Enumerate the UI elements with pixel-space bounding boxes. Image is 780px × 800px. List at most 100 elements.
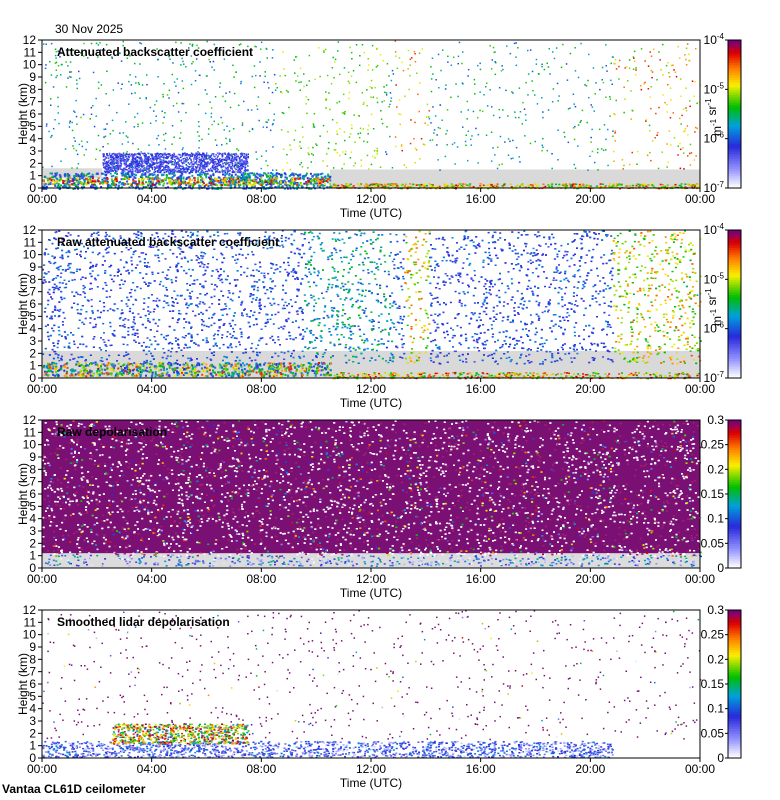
colorbar-step: [728, 284, 741, 288]
colorbar-step: [728, 716, 741, 720]
y-tick-label: 4: [29, 702, 36, 716]
colorbar-step: [728, 474, 741, 478]
colorbar-step: [728, 318, 741, 322]
colorbar-step: [728, 743, 741, 747]
colorbar-step: [728, 180, 741, 184]
colorbar-step: [728, 706, 741, 710]
y-tick-label: 1: [29, 739, 36, 753]
colorbar-step: [728, 540, 741, 544]
colorbar-step: [728, 420, 741, 424]
x-tick-label: 12:00: [356, 192, 386, 206]
colorbar-step: [728, 350, 741, 354]
colorbar-step: [728, 331, 741, 335]
colorbar-step: [728, 748, 741, 752]
colorbar-step: [728, 104, 741, 108]
x-axis-label: Time (UTC): [340, 206, 402, 220]
colorbar-step: [728, 555, 741, 559]
y-tick-label: 3: [29, 334, 36, 348]
colorbar-step: [728, 52, 741, 56]
colorbar-step: [728, 447, 741, 451]
colorbar-step: [728, 133, 741, 137]
x-tick-label: 16:00: [466, 572, 496, 586]
colorbar-step: [728, 427, 741, 431]
colorbar-step: [728, 326, 741, 330]
colorbar-step: [728, 360, 741, 364]
colorbar-step: [728, 96, 741, 100]
y-tick-label: 12: [23, 33, 37, 47]
colorbar-tick-label: 10-7: [704, 370, 725, 385]
colorbar-step: [728, 274, 741, 278]
colorbar-frame: [727, 39, 742, 189]
colorbar-step: [728, 146, 741, 150]
colorbar-step: [728, 173, 741, 177]
colorbar-step: [728, 42, 741, 46]
y-tick-label: 4: [29, 132, 36, 146]
plot-area: [42, 610, 700, 758]
colorbar-step: [728, 439, 741, 443]
colorbar-step: [728, 170, 741, 174]
colorbar-tick-label: 0.05: [701, 536, 725, 550]
colorbar-step: [728, 252, 741, 256]
colorbar-step: [728, 508, 741, 512]
colorbar-tick-label: 0.3: [707, 413, 724, 427]
y-tick-label: 0: [29, 751, 36, 765]
colorbar-step: [728, 494, 741, 498]
colorbar-step: [728, 185, 741, 189]
colorbar-step: [728, 679, 741, 683]
colorbar-step: [728, 437, 741, 441]
panel-title: Raw attenuated backscatter coefficient: [57, 235, 279, 249]
colorbar-step: [728, 466, 741, 470]
x-tick-label: 20:00: [575, 572, 605, 586]
colorbar-step: [728, 249, 741, 253]
colorbar-step: [728, 521, 741, 525]
y-tick-label: 6: [29, 297, 36, 311]
colorbar-step: [728, 693, 741, 697]
y-tick-label: 10: [23, 248, 37, 262]
colorbar-step: [728, 484, 741, 488]
x-tick-label: 08:00: [246, 762, 276, 776]
colorbar-tick-label: 10-6: [704, 131, 725, 146]
colorbar-step: [728, 153, 741, 157]
y-tick-label: 5: [29, 119, 36, 133]
colorbar-step: [728, 454, 741, 458]
colorbar-step: [728, 688, 741, 692]
colorbar-step: [728, 72, 741, 76]
y-tick-label: 9: [29, 450, 36, 464]
heatmap-cells: [42, 40, 702, 190]
colorbar-step: [728, 506, 741, 510]
colorbar-step: [728, 429, 741, 433]
colorbar-step: [728, 558, 741, 562]
colorbar-step: [728, 476, 741, 480]
y-tick-label: 1: [29, 549, 36, 563]
colorbar-step: [728, 518, 741, 522]
colorbar-step: [728, 528, 741, 532]
colorbar-step: [728, 691, 741, 695]
colorbar-step: [728, 610, 741, 614]
colorbar-step: [728, 257, 741, 261]
y-tick-label: 6: [29, 677, 36, 691]
y-axis-label: Height (km): [16, 463, 30, 525]
x-tick-label: 08:00: [246, 572, 276, 586]
y-axis-label: Height (km): [16, 83, 30, 145]
x-tick-label: 04:00: [137, 762, 167, 776]
colorbar-step: [728, 141, 741, 145]
colorbar-tick-label: 0.25: [701, 438, 725, 452]
colorbar-step: [728, 434, 741, 438]
colorbar-step: [728, 501, 741, 505]
y-tick-label: 3: [29, 144, 36, 158]
y-tick-label: 5: [29, 309, 36, 323]
y-tick-label: 7: [29, 95, 36, 109]
colorbar-step: [728, 94, 741, 98]
colorbar-step: [728, 333, 741, 337]
colorbar-step: [728, 614, 741, 618]
y-tick-label: 5: [29, 689, 36, 703]
colorbar-step: [728, 237, 741, 241]
y-tick-label: 12: [23, 413, 37, 427]
colorbar-step: [728, 723, 741, 727]
colorbar-step: [728, 84, 741, 88]
y-tick-label: 12: [23, 223, 37, 237]
colorbar-step: [728, 101, 741, 105]
colorbar-step: [728, 627, 741, 631]
